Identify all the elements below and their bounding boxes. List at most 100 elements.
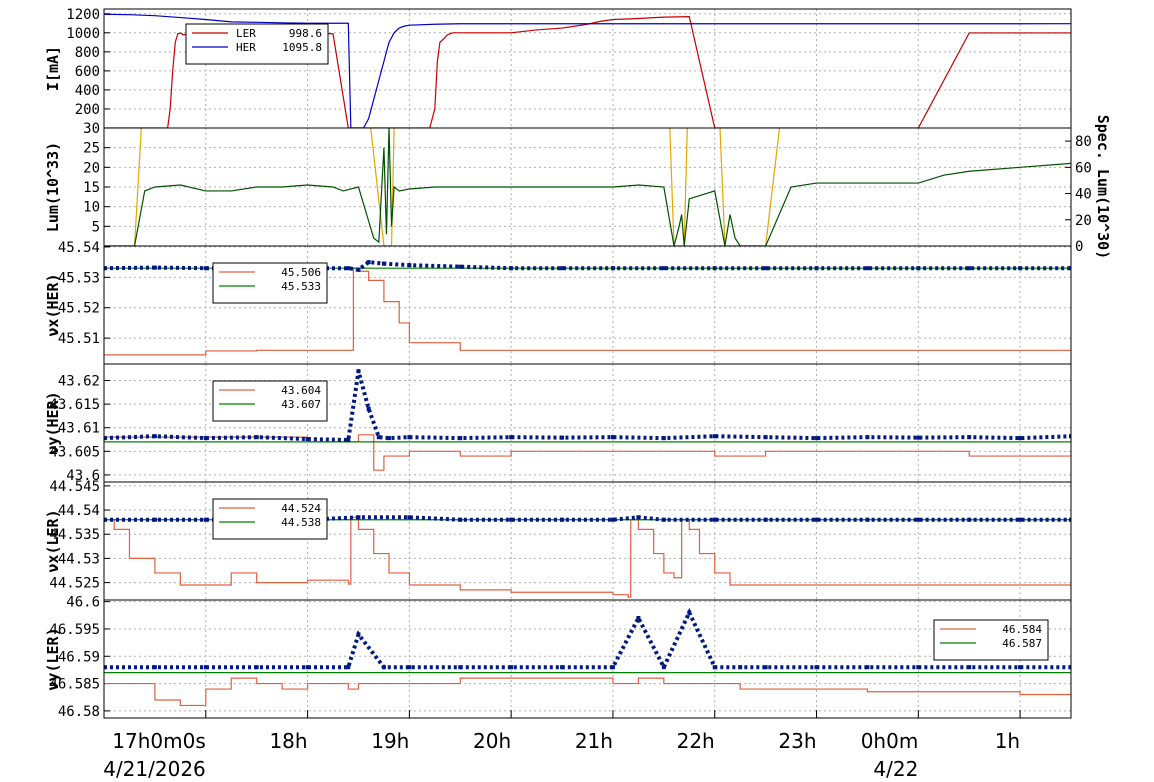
data-point (967, 435, 972, 440)
data-point (104, 266, 106, 271)
y2-tick-label: 0 (1075, 239, 1083, 255)
y-tick-label: 600 (75, 64, 100, 80)
data-point (458, 665, 463, 670)
data-point (712, 434, 717, 439)
series-line-lum (104, 128, 1071, 246)
legend-value: 998.6 (289, 27, 322, 40)
data-point (407, 263, 412, 268)
legend-box (212, 380, 328, 422)
data-point (967, 665, 972, 670)
data-point (104, 517, 106, 522)
y-tick-label: 43.61 (58, 421, 100, 437)
data-point (865, 665, 870, 670)
data-point (381, 665, 386, 670)
data-point (661, 517, 666, 522)
data-point (407, 665, 412, 670)
x-tick-label: 22h (677, 729, 715, 753)
data-point (1018, 266, 1023, 271)
y-tick-label: 400 (75, 83, 100, 99)
legend-value: 46.587 (1002, 637, 1042, 650)
data-point (407, 515, 412, 520)
legend-value: 43.604 (281, 384, 321, 397)
data-point (152, 517, 157, 522)
data-point (356, 369, 361, 374)
y-tick-label: 43.605 (49, 444, 100, 460)
data-point (610, 665, 615, 670)
data-point (763, 435, 768, 440)
legend-value: 43.607 (281, 398, 321, 411)
data-point (1069, 266, 1071, 271)
data-point (865, 517, 870, 522)
data-point (1069, 665, 1071, 670)
plot-area (104, 13, 1071, 128)
data-point (560, 266, 565, 271)
y-tick-label: 46.59 (58, 649, 100, 665)
data-point (610, 517, 615, 522)
data-point (738, 665, 743, 670)
series-line-setting (104, 267, 1071, 356)
data-point (814, 517, 819, 522)
data-point (763, 665, 768, 670)
panel-2: 5 10 15 20 25 30 0 20 40 60 80 Lum(10^33) Spec. Lum(… (44, 115, 1112, 260)
y-tick-label: 45.54 (58, 240, 100, 256)
data-point (916, 435, 921, 440)
series-line-setting (104, 516, 1071, 598)
series-line-ler (104, 16, 1071, 128)
data-point (636, 515, 641, 520)
legend-name: HER (236, 41, 256, 54)
data-point (305, 437, 310, 442)
data-point (203, 517, 208, 522)
series-line-setting (104, 434, 1071, 471)
legend-value: 45.533 (281, 280, 321, 293)
legend-box (212, 262, 328, 304)
y-axis-title: νx(HER) (44, 273, 62, 336)
data-point (152, 665, 157, 670)
data-point (661, 436, 666, 441)
data-point (509, 665, 514, 670)
y-tick-label: 30 (83, 121, 100, 137)
data-point (763, 517, 768, 522)
data-point (366, 406, 371, 411)
data-point (814, 665, 819, 670)
data-point (661, 665, 666, 670)
data-point (560, 517, 565, 522)
plot-area (104, 607, 1071, 707)
data-point (104, 665, 106, 670)
x-tick-label: 18h (269, 729, 307, 753)
series-line-measured (104, 607, 1071, 672)
panel-6: 46.58 46.585 46.59 46.595 46.6νy(LER) 46.5844… (44, 595, 1072, 720)
data-point (560, 665, 565, 670)
data-point (254, 665, 259, 670)
y-tick-label: 20 (83, 160, 100, 176)
panel-1: 200 400 600 800 1000 1200 I[mA] LER 998.6 HER 1095… (44, 7, 1072, 129)
data-point (1018, 436, 1023, 441)
y-axis-title: Lum(10^33) (44, 142, 62, 232)
y-tick-label: 1200 (66, 7, 100, 23)
data-point (1018, 665, 1023, 670)
data-point (152, 265, 157, 270)
plot-area (104, 369, 1071, 471)
data-point (967, 517, 972, 522)
data-point (203, 436, 208, 441)
series-line-her (104, 13, 1071, 128)
data-point (814, 436, 819, 441)
data-point (763, 266, 768, 271)
data-point (346, 266, 351, 271)
data-point (356, 267, 361, 272)
date-label: 4/21/2026 (103, 757, 206, 781)
y-tick-label: 45.53 (58, 270, 100, 286)
data-point (203, 266, 208, 271)
plot-area (104, 128, 1071, 246)
y-axis-title: νx(LER) (44, 509, 62, 572)
data-point (712, 266, 717, 271)
y-tick-label: 10 (83, 200, 100, 216)
data-point (346, 437, 351, 442)
y2-tick-label: 20 (1075, 213, 1092, 229)
data-point (346, 665, 351, 670)
y-tick-label: 200 (75, 102, 100, 118)
data-point (712, 517, 717, 522)
